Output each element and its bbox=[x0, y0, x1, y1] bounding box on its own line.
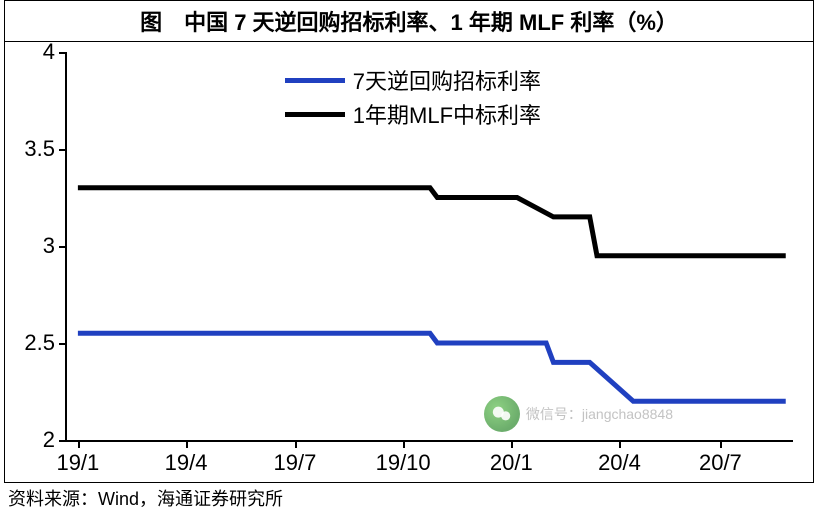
x-axis-label: 19/4 bbox=[165, 450, 208, 476]
watermark-text: 微信号：jiangchao8848 bbox=[526, 404, 673, 424]
wechat-icon bbox=[484, 396, 520, 432]
x-axis-label: 20/7 bbox=[699, 450, 742, 476]
legend-swatch-1 bbox=[285, 112, 345, 117]
x-axis-label: 20/4 bbox=[598, 450, 641, 476]
series-line-0 bbox=[78, 333, 786, 401]
x-tick bbox=[511, 440, 513, 448]
chart-title: 图 中国 7 天逆回购招标利率、1 年期 MLF 利率（%） bbox=[4, 0, 814, 41]
chart-container: 7天逆回购招标利率 1年期MLF中标利率 2 2.5 3 3.5 4 19/1 19/4 19… bbox=[4, 41, 814, 483]
y-tick bbox=[59, 440, 67, 442]
y-tick bbox=[59, 246, 67, 248]
y-tick bbox=[59, 52, 67, 54]
y-axis-label: 2.5 bbox=[24, 330, 55, 356]
y-tick bbox=[59, 149, 67, 151]
x-axis-label: 19/7 bbox=[274, 450, 317, 476]
x-tick bbox=[720, 440, 722, 448]
legend-swatch-0 bbox=[285, 78, 345, 83]
x-tick bbox=[403, 440, 405, 448]
y-axis-label: 2 bbox=[43, 427, 55, 453]
x-tick bbox=[619, 440, 621, 448]
y-tick bbox=[59, 343, 67, 345]
watermark: 微信号：jiangchao8848 bbox=[484, 396, 673, 432]
legend-item-1: 1年期MLF中标利率 bbox=[285, 98, 541, 130]
legend-label-0: 7天逆回购招标利率 bbox=[353, 64, 541, 96]
legend: 7天逆回购招标利率 1年期MLF中标利率 bbox=[285, 62, 541, 132]
legend-label-1: 1年期MLF中标利率 bbox=[353, 98, 541, 130]
x-axis-label: 19/10 bbox=[376, 450, 431, 476]
y-axis-label: 4 bbox=[43, 39, 55, 65]
plot-area: 7天逆回购招标利率 1年期MLF中标利率 22.533.5419/119/419… bbox=[65, 52, 793, 442]
x-axis-label: 19/1 bbox=[56, 450, 99, 476]
legend-item-0: 7天逆回购招标利率 bbox=[285, 64, 541, 96]
x-axis-label: 20/1 bbox=[490, 450, 533, 476]
x-tick bbox=[78, 440, 80, 448]
series-line-1 bbox=[78, 188, 786, 256]
y-axis-label: 3 bbox=[43, 233, 55, 259]
x-tick bbox=[295, 440, 297, 448]
y-axis-label: 3.5 bbox=[24, 136, 55, 162]
x-tick bbox=[186, 440, 188, 448]
source-text: 资料来源：Wind，海通证券研究所 bbox=[0, 483, 818, 513]
